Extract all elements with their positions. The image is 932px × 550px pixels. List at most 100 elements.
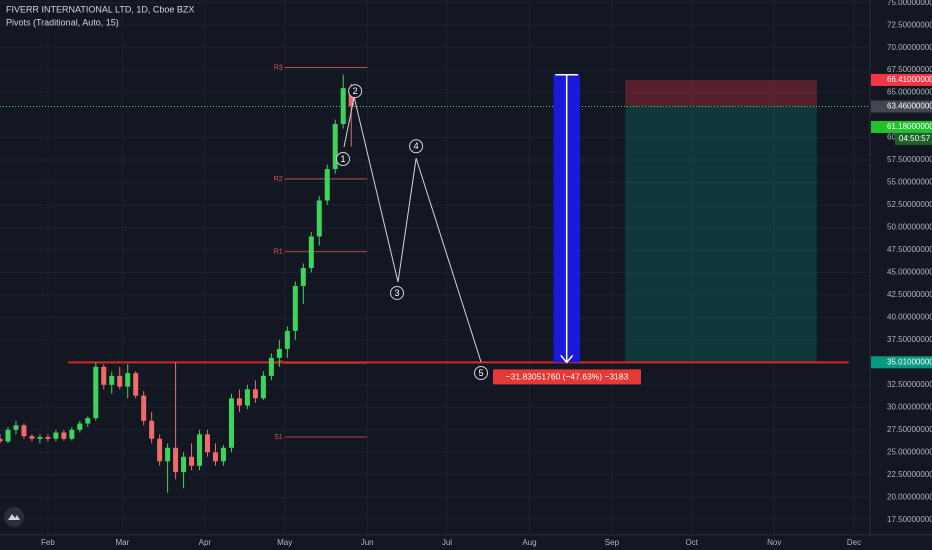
candle-body — [324, 169, 330, 201]
candle-body — [340, 88, 346, 125]
x-tick-label: Oct — [686, 538, 699, 547]
wave-circle — [390, 285, 405, 300]
candle-body — [85, 418, 91, 424]
candle-body — [228, 398, 234, 448]
y-tick-label: 32.50000000 — [887, 380, 932, 389]
pivot-label: S1 — [274, 434, 283, 441]
candle-body — [93, 366, 99, 419]
candle-body — [284, 330, 290, 349]
pivot-label: P — [278, 360, 283, 367]
y-tick-label: 47.50000000 — [887, 245, 932, 254]
candle-body — [13, 425, 19, 430]
candle-body — [125, 373, 131, 387]
wave-label: 2 — [353, 86, 358, 96]
candle-body — [348, 88, 354, 107]
candle-body — [37, 436, 43, 439]
candle-body — [260, 375, 266, 399]
candle-body — [101, 366, 107, 385]
stop-zone — [625, 79, 817, 107]
y-tick-label: 42.50000000 — [887, 290, 932, 299]
y-tick-label: 65.00000000 — [887, 88, 932, 97]
candle-body — [53, 432, 59, 439]
candle-body — [109, 375, 115, 385]
chart-title: FIVERR INTERNATIONAL LTD, 1D, Cboe BZX — [6, 4, 194, 14]
x-tick-label: Dec — [847, 538, 861, 547]
candle-body — [308, 236, 314, 268]
wave-circle — [348, 84, 363, 99]
entry-tag — [871, 100, 932, 113]
candle-body — [45, 436, 51, 439]
candle-body — [77, 423, 83, 430]
last-price-tag — [871, 120, 932, 133]
target-tag-label: 35.01000000 — [887, 357, 932, 366]
candle-body — [149, 420, 155, 439]
y-tick-label: 52.50000000 — [887, 200, 932, 209]
candle-body — [133, 373, 139, 396]
last-price-tag-label: 61.18000000 — [887, 122, 932, 131]
wave-circle — [474, 366, 489, 381]
candle-body — [117, 375, 123, 387]
stop-tag — [871, 73, 932, 86]
candle-body — [205, 434, 211, 453]
candle-body — [276, 348, 282, 358]
candle-body — [332, 124, 338, 170]
y-tick-label: 57.50000000 — [887, 155, 932, 164]
candle-body — [244, 389, 250, 406]
candle-body — [189, 456, 195, 466]
countdown-tag — [895, 132, 932, 145]
pivot-label: R3 — [274, 64, 283, 71]
stop-tag-label: 66.41000000 — [887, 75, 932, 84]
candle-body — [61, 432, 67, 439]
candle-body — [316, 200, 322, 237]
target-zone — [625, 106, 817, 363]
x-tick-label: May — [277, 538, 292, 547]
candle-body — [252, 389, 258, 399]
y-tick-label: 17.50000000 — [887, 515, 932, 524]
candle-body — [300, 267, 306, 286]
wave-line — [343, 96, 482, 363]
pivot-label: R2 — [274, 176, 283, 183]
x-tick-label: Nov — [767, 538, 781, 547]
y-tick-label: 27.50000000 — [887, 425, 932, 434]
candle-body — [21, 425, 27, 437]
x-tick-label: Jul — [442, 538, 452, 547]
candle-body — [165, 447, 171, 462]
x-tick-label: Aug — [522, 538, 536, 547]
entry-tag-label: 63.46000000 — [887, 102, 932, 111]
wave-label: 4 — [414, 141, 419, 151]
candle-body — [157, 438, 163, 462]
y-tick-label: 30.00000000 — [887, 402, 932, 411]
candle-body — [268, 357, 274, 376]
wave-label: 3 — [395, 288, 400, 298]
y-tick-label: 75.00000000 — [887, 0, 932, 7]
y-tick-label: 40.00000000 — [887, 313, 932, 322]
y-tick-label: 70.00000000 — [887, 43, 932, 52]
y-tick-label: 20.00000000 — [887, 492, 932, 501]
x-tick-label: Apr — [199, 538, 212, 547]
candle-body — [197, 434, 203, 466]
candle-body — [5, 429, 11, 442]
y-tick-label: 22.50000000 — [887, 470, 932, 479]
candle-body — [181, 456, 187, 473]
candle-body — [0, 438, 3, 442]
candle-body — [69, 429, 75, 439]
candle-body — [29, 436, 35, 439]
y-tick-label: 72.50000000 — [887, 20, 932, 29]
wave-label: 5 — [479, 368, 484, 378]
measure-label-box — [493, 369, 641, 385]
y-tick-label: 55.00000000 — [887, 178, 932, 187]
y-tick-label: 45.00000000 — [887, 268, 932, 277]
indicator-name: Pivots (Traditional, Auto, 15) — [6, 17, 119, 27]
measure-label: −31.83051760 (−47.63%) −3183 — [506, 372, 629, 382]
candle-body — [220, 447, 226, 462]
wave-label: 1 — [341, 154, 346, 164]
candle-body — [236, 398, 242, 406]
x-tick-label: Feb — [41, 538, 55, 547]
x-tick-label: Mar — [115, 538, 129, 547]
measure-arrow-head — [560, 354, 574, 364]
y-tick-label: 50.00000000 — [887, 223, 932, 232]
plot: R3 R2 R1 P S1 1 2 3 4 5 −31.83051760 (−47.63%) −31… — [0, 0, 870, 535]
x-tick-label: Sep — [605, 538, 620, 547]
